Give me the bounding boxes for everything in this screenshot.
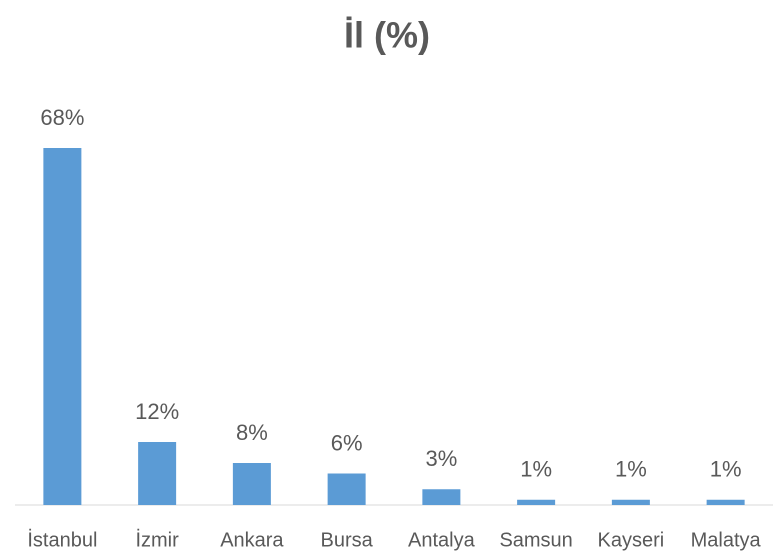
x-tick-label: Samsun (499, 529, 572, 551)
x-tick-label: İzmir (135, 528, 179, 551)
bar (422, 489, 461, 505)
data-label: 12% (135, 399, 179, 424)
bar (611, 499, 650, 505)
bar (517, 499, 556, 505)
data-label: 1% (520, 457, 552, 482)
x-tick-label: Antalya (408, 529, 476, 551)
data-label: 1% (710, 457, 742, 482)
x-tick-label: Bursa (321, 529, 374, 551)
x-tick-label: İstanbul (27, 528, 97, 551)
bar (327, 473, 366, 505)
x-tick-label: Ankara (220, 529, 284, 551)
bar (43, 148, 82, 505)
x-tick-label: Kayseri (598, 529, 665, 551)
data-label: 68% (40, 105, 84, 130)
data-label: 3% (425, 446, 457, 471)
x-tick-label: Malatya (691, 529, 762, 551)
bar (138, 442, 177, 505)
bar (706, 499, 745, 505)
data-label: 6% (331, 430, 363, 455)
data-label: 1% (615, 457, 647, 482)
data-label: 8% (236, 420, 268, 445)
chart-title: İl (%) (344, 15, 430, 56)
bar (232, 463, 271, 505)
